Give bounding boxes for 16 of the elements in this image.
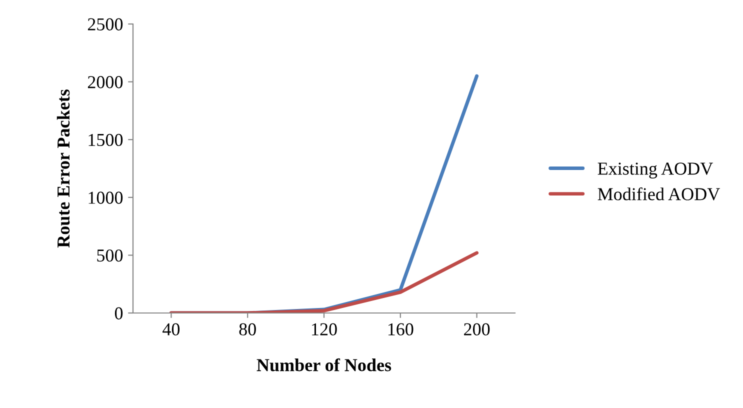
y-tick-label: 500	[97, 249, 123, 262]
legend-label: Modified AODV	[598, 187, 720, 200]
line-series	[169, 251, 479, 313]
y-tick-label: 1000	[88, 192, 123, 204]
x-tick-label: 40	[162, 323, 180, 336]
y-axis-title: Route Error Packets	[56, 90, 70, 248]
x-tick-label: 200	[464, 323, 490, 336]
x-tick-label: 120	[312, 323, 337, 336]
y-tick-label: 2500	[88, 18, 123, 30]
legend-label: Existing AODV	[598, 162, 713, 178]
y-tick-label: 2000	[88, 76, 123, 88]
x-axis-title: Number of Nodes	[256, 358, 392, 372]
y-tick-label: 1500	[88, 134, 123, 146]
y-tick-label: 0	[114, 307, 123, 320]
x-tick-label: 80	[239, 323, 256, 336]
x-tick-label: 160	[388, 323, 414, 336]
